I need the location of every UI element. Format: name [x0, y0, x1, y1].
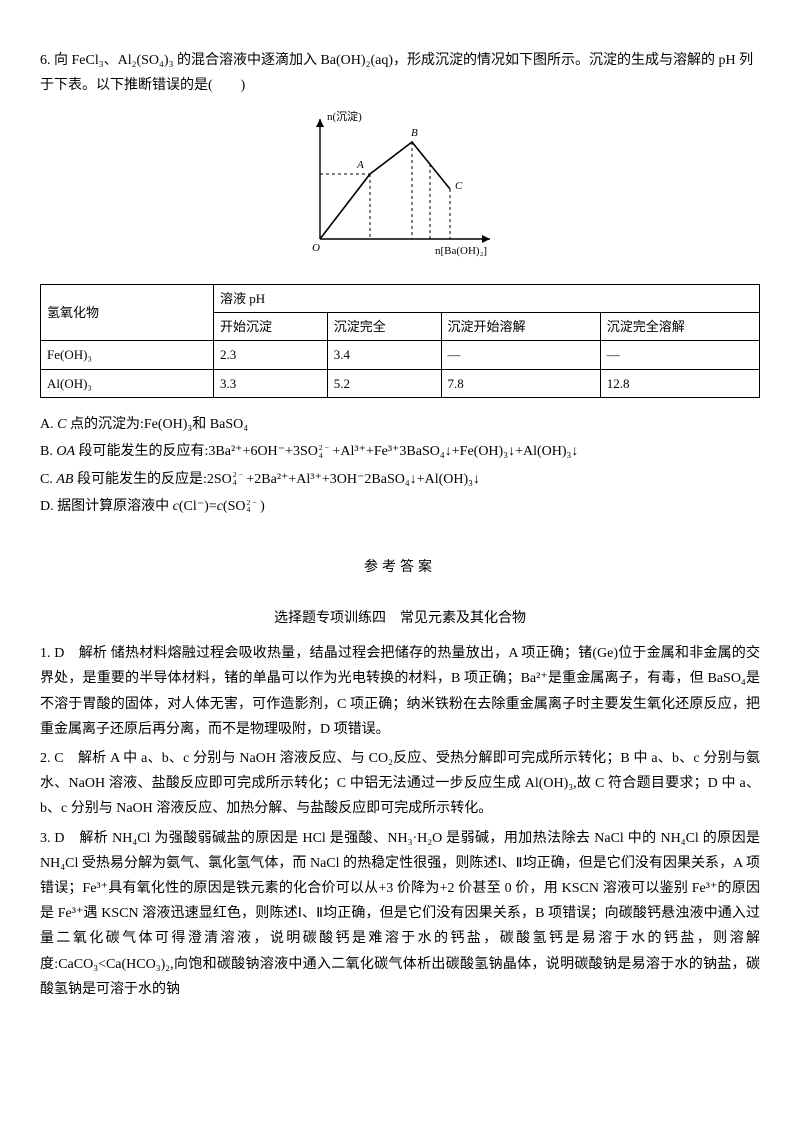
opt-d-t4: (S — [223, 499, 235, 514]
cell-full-ppt: 5.2 — [327, 369, 441, 397]
cell-start-dis: — — [441, 341, 600, 369]
opt-d-t5: ) — [257, 499, 265, 514]
graph-label-B: B — [411, 127, 418, 139]
opt-d-t2: (Cl⁻)= — [179, 499, 217, 514]
graph-x-label: n[Ba(OH)₂] — [435, 245, 487, 257]
cell-start-ppt: 2.3 — [214, 341, 328, 369]
cell-start-ppt: 3.3 — [214, 369, 328, 397]
answers-section-title: 选择题专项训练四 常见元素及其化合物 — [40, 606, 760, 631]
opt-c-mid: 段可能发生的反应是:2S — [73, 472, 221, 487]
graph-label-A: A — [356, 159, 364, 171]
q6-graph-svg: O A B C n(沉淀) n[Ba(OH)₂] — [285, 104, 515, 264]
opt-d-prefix: D. 据图计算原溶液中 — [40, 499, 173, 514]
q6-graph: O A B C n(沉淀) n[Ba(OH)₂] — [40, 104, 760, 273]
opt-c-end: +2Ba²⁺+Al³⁺+3OH⁻2BaSO₄↓+Al(OH)₃↓ — [243, 472, 480, 487]
q6-stem: 6. 向 FeCl₃、Al₂(SO₄)₃ 的混合溶液中逐滴加入 Ba(OH)₂(… — [40, 48, 760, 98]
cell-full-ppt: 3.4 — [327, 341, 441, 369]
th-hydroxide: 氢氧化物 — [41, 284, 214, 341]
table-row: Al(OH)₃ 3.3 5.2 7.8 12.8 — [41, 369, 760, 397]
graph-label-C: C — [455, 180, 463, 192]
opt-b-seg: OA — [56, 444, 75, 459]
so4-superscript: 2 −4 — [246, 499, 256, 514]
cell-name: Fe(OH)₃ — [41, 341, 214, 369]
opt-b-end: +Al³⁺+Fe³⁺3BaSO₄↓+Fe(OH)₃↓+Al(OH)₃↓ — [329, 444, 578, 459]
opt-c-seg: AB — [56, 472, 73, 487]
graph-label-O: O — [312, 242, 320, 254]
cell-name: Al(OH)₃ — [41, 369, 214, 397]
opt-b-prefix: B. — [40, 444, 56, 459]
opt-a-rest: 点的沉淀为:Fe(OH)₃和 BaSO₄ — [66, 417, 248, 432]
opt-a-prefix: A. — [40, 417, 57, 432]
q6-option-d: D. 据图计算原溶液中 c(Cl⁻)=c(SO2 −4 ) — [40, 494, 760, 519]
q6-option-c: C. AB 段可能发生的反应是:2SO2 −4 +2Ba²⁺+Al³⁺+3OH⁻… — [40, 467, 760, 492]
q6-option-a: A. C 点的沉淀为:Fe(OH)₃和 BaSO₄ — [40, 412, 760, 437]
q6-option-b: B. OA 段可能发生的反应有:3Ba²⁺+6OH⁻+3SO2 −4 +Al³⁺… — [40, 439, 760, 464]
th-ph: 溶液 pH — [214, 284, 760, 312]
answers-title: 参考答案 — [40, 555, 760, 580]
answer-3: 3. D 解析 NH₄Cl 为强酸弱碱盐的原因是 HCl 是强酸、NH₃·H₂O… — [40, 826, 760, 1002]
q6-options: A. C 点的沉淀为:Fe(OH)₃和 BaSO₄ B. OA 段可能发生的反应… — [40, 412, 760, 519]
cell-full-dis: — — [600, 341, 759, 369]
cell-full-dis: 12.8 — [600, 369, 759, 397]
opt-b-mid: 段可能发生的反应有:3Ba²⁺+6OH⁻+3S — [75, 444, 308, 459]
opt-c-prefix: C. — [40, 472, 56, 487]
th-start-ppt: 开始沉淀 — [214, 312, 328, 340]
answer-2: 2. C 解析 A 中 a、b、c 分别与 NaOH 溶液反应、与 CO₂反应、… — [40, 746, 760, 822]
q6-table: 氢氧化物 溶液 pH 开始沉淀 沉淀完全 沉淀开始溶解 沉淀完全溶解 Fe(OH… — [40, 284, 760, 399]
th-full-dis: 沉淀完全溶解 — [600, 312, 759, 340]
th-start-dis: 沉淀开始溶解 — [441, 312, 600, 340]
answer-1: 1. D 解析 储热材料熔融过程会吸收热量，结晶过程会把储存的热量放出，A 项正… — [40, 641, 760, 742]
graph-y-label: n(沉淀) — [327, 109, 362, 123]
th-full-ppt: 沉淀完全 — [327, 312, 441, 340]
cell-start-dis: 7.8 — [441, 369, 600, 397]
table-row: Fe(OH)₃ 2.3 3.4 — — — [41, 341, 760, 369]
so4-superscript: 2 −4 — [319, 444, 329, 459]
so4-superscript: 2 −4 — [233, 471, 243, 486]
